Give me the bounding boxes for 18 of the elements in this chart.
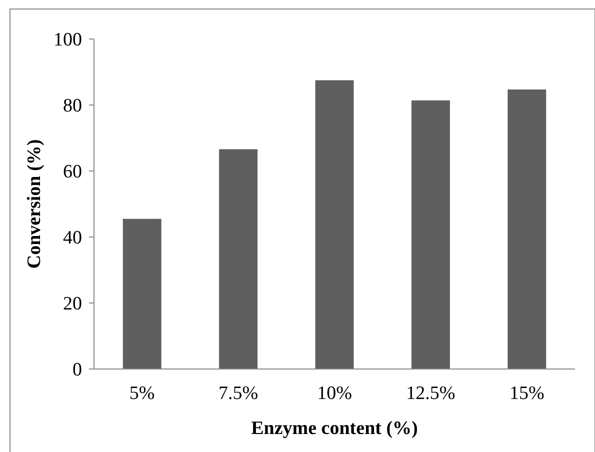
y-tick-label: 100 <box>54 30 82 51</box>
y-tick-label: 60 <box>63 162 82 183</box>
y-tick-label: 0 <box>72 360 82 381</box>
y-axis-title: Conversion (%) <box>24 139 45 269</box>
x-tick-label: 5% <box>129 383 155 404</box>
x-tick-label: 7.5% <box>218 383 258 404</box>
bar <box>508 89 546 369</box>
x-tick-label: 15% <box>509 383 544 404</box>
x-tick-label: 10% <box>317 383 352 404</box>
x-tick-label: 12.5% <box>406 383 456 404</box>
bar <box>122 218 162 369</box>
y-tick-label: 40 <box>63 228 82 249</box>
bar <box>315 80 354 369</box>
y-tick-label: 80 <box>63 96 82 117</box>
y-tick-label: 20 <box>63 294 82 315</box>
x-axis-title: Enzyme content (%) <box>251 418 418 439</box>
bar <box>411 100 450 369</box>
bar <box>219 149 258 369</box>
